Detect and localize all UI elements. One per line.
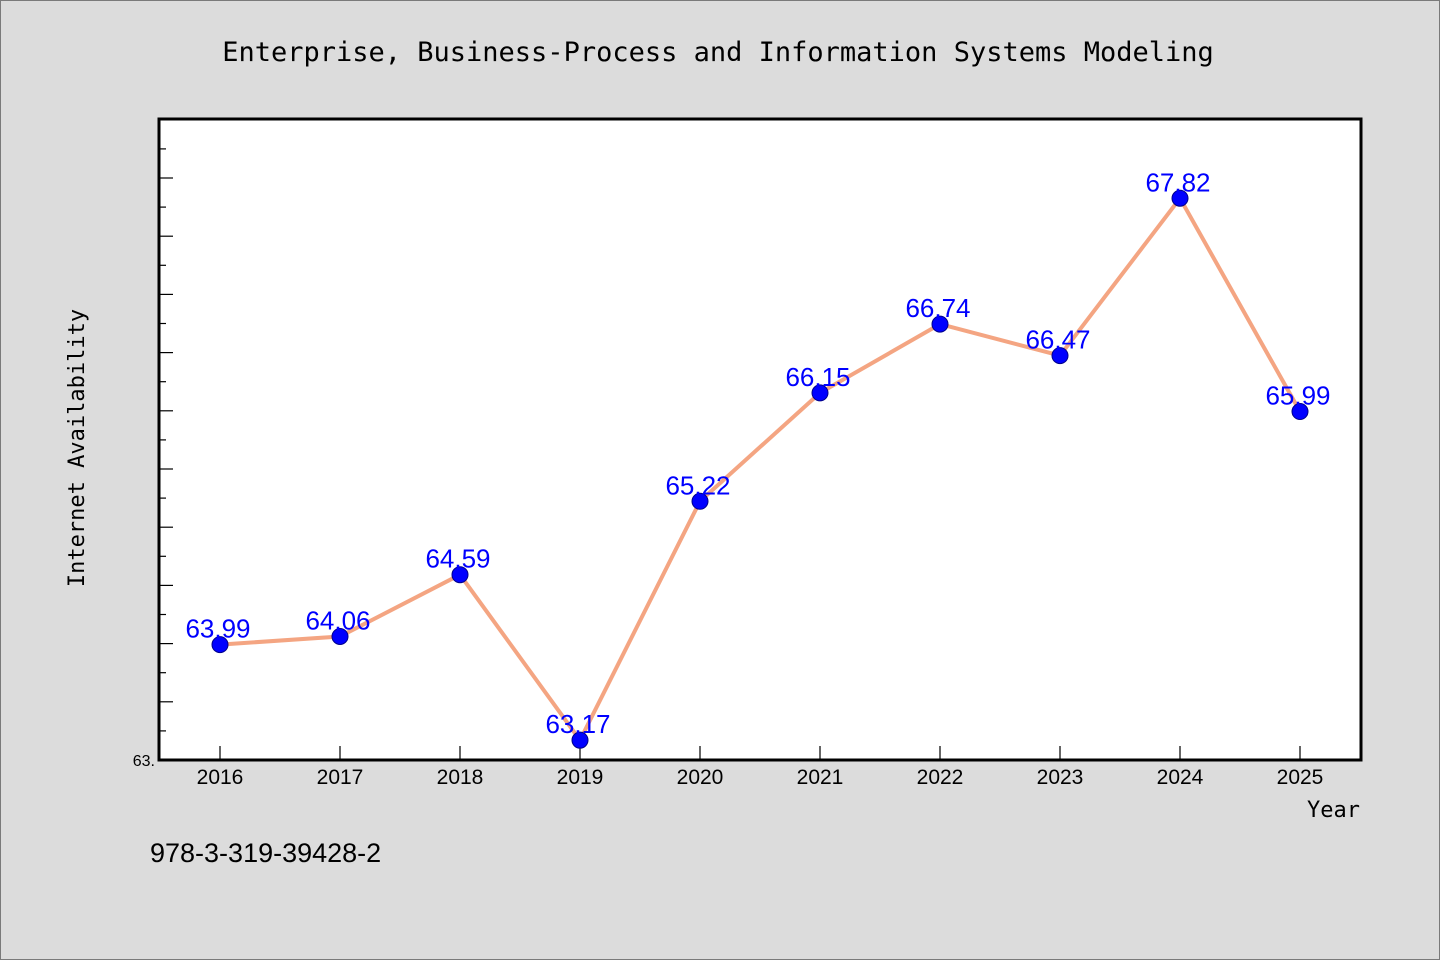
- x-tick-label: 2018: [437, 766, 484, 789]
- data-point: [931, 315, 949, 333]
- data-point: [691, 492, 709, 510]
- data-label: 66.47: [1025, 325, 1090, 355]
- x-tick-label: 2019: [557, 766, 604, 789]
- x-tick-label: 2020: [677, 766, 724, 789]
- x-tick-label: 2021: [797, 766, 844, 789]
- data-point: [1291, 403, 1309, 421]
- plot-area: [157, 117, 1363, 762]
- data-label: 64.59: [425, 544, 490, 574]
- data-point: [211, 636, 229, 654]
- y-axis-label: Internet Availability: [65, 309, 90, 587]
- data-label: 65.99: [1265, 381, 1330, 411]
- x-tick-label: 2016: [197, 766, 244, 789]
- x-tick-label: 2024: [1157, 766, 1204, 789]
- isbn-text: 978-3-319-39428-2: [150, 838, 381, 868]
- data-point: [1051, 347, 1069, 365]
- data-point: [811, 384, 829, 402]
- data-label: 63.17: [545, 709, 610, 739]
- x-tick-label: 2022: [917, 766, 964, 789]
- data-label: 66.74: [905, 293, 970, 323]
- data-point: [571, 731, 589, 749]
- x-tick-label: 2025: [1277, 766, 1324, 789]
- data-point: [451, 566, 469, 584]
- data-point: [1171, 189, 1189, 207]
- data-markers: [211, 189, 1309, 749]
- y-tick-label: 63.: [133, 753, 155, 770]
- x-tick-label: 2017: [317, 766, 364, 789]
- x-axis-ticks: 2016 2017 2018 2019 2020 2021 2022 2023 2024 2025: [197, 746, 1324, 789]
- data-point: [331, 627, 349, 645]
- data-labels: 63.99 64.06 64.59 63.17 65.22 66.15 66.74 66.47…: [185, 167, 1330, 739]
- data-label: 63.99: [185, 614, 250, 644]
- y-axis-ticks: [159, 148, 173, 761]
- data-label: 64.06: [305, 605, 370, 635]
- series-line: [219, 196, 1302, 743]
- chart-title: Enterprise, Business-Process and Informa…: [222, 37, 1214, 68]
- data-label: 65.22: [665, 470, 730, 500]
- x-axis-label: Year: [1307, 798, 1360, 823]
- data-label: 67.82: [1145, 167, 1210, 197]
- x-tick-label: 2023: [1037, 766, 1084, 789]
- data-label: 66.15: [785, 362, 850, 392]
